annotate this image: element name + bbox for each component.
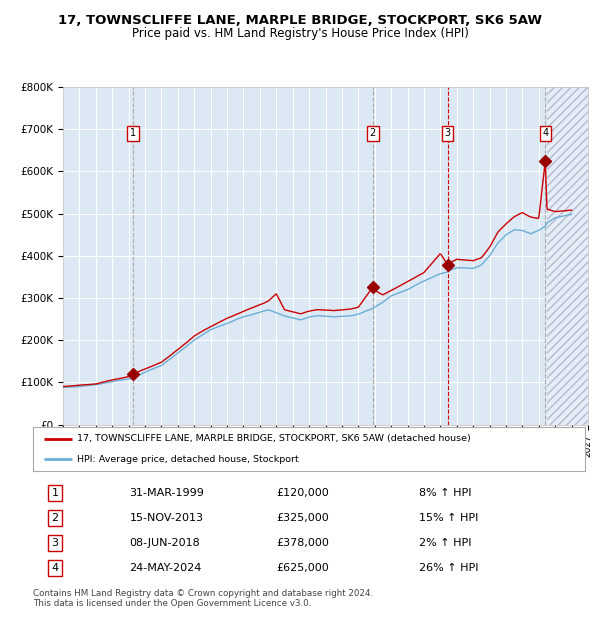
Text: 4: 4 bbox=[52, 563, 59, 573]
Text: 15% ↑ HPI: 15% ↑ HPI bbox=[419, 513, 479, 523]
Text: Price paid vs. HM Land Registry's House Price Index (HPI): Price paid vs. HM Land Registry's House … bbox=[131, 27, 469, 40]
Text: 8% ↑ HPI: 8% ↑ HPI bbox=[419, 488, 472, 498]
Text: £120,000: £120,000 bbox=[276, 488, 329, 498]
Text: 17, TOWNSCLIFFE LANE, MARPLE BRIDGE, STOCKPORT, SK6 5AW (detached house): 17, TOWNSCLIFFE LANE, MARPLE BRIDGE, STO… bbox=[77, 434, 471, 443]
Text: 3: 3 bbox=[445, 128, 451, 138]
Text: 3: 3 bbox=[52, 538, 59, 548]
Text: 24-MAY-2024: 24-MAY-2024 bbox=[130, 563, 202, 573]
Text: 08-JUN-2018: 08-JUN-2018 bbox=[130, 538, 200, 548]
Text: Contains HM Land Registry data © Crown copyright and database right 2024.
This d: Contains HM Land Registry data © Crown c… bbox=[33, 589, 373, 608]
Text: 2% ↑ HPI: 2% ↑ HPI bbox=[419, 538, 472, 548]
Text: HPI: Average price, detached house, Stockport: HPI: Average price, detached house, Stoc… bbox=[77, 454, 299, 464]
Text: 1: 1 bbox=[52, 488, 59, 498]
Text: 4: 4 bbox=[542, 128, 548, 138]
Bar bbox=[547, 87, 588, 425]
Text: £378,000: £378,000 bbox=[276, 538, 329, 548]
Bar bbox=[547, 87, 588, 425]
Text: 31-MAR-1999: 31-MAR-1999 bbox=[130, 488, 205, 498]
Text: £325,000: £325,000 bbox=[276, 513, 329, 523]
Text: 17, TOWNSCLIFFE LANE, MARPLE BRIDGE, STOCKPORT, SK6 5AW: 17, TOWNSCLIFFE LANE, MARPLE BRIDGE, STO… bbox=[58, 14, 542, 27]
Text: 2: 2 bbox=[370, 128, 376, 138]
Text: 15-NOV-2013: 15-NOV-2013 bbox=[130, 513, 203, 523]
Text: 26% ↑ HPI: 26% ↑ HPI bbox=[419, 563, 479, 573]
Text: 1: 1 bbox=[130, 128, 136, 138]
Text: 2: 2 bbox=[52, 513, 59, 523]
Text: £625,000: £625,000 bbox=[276, 563, 329, 573]
